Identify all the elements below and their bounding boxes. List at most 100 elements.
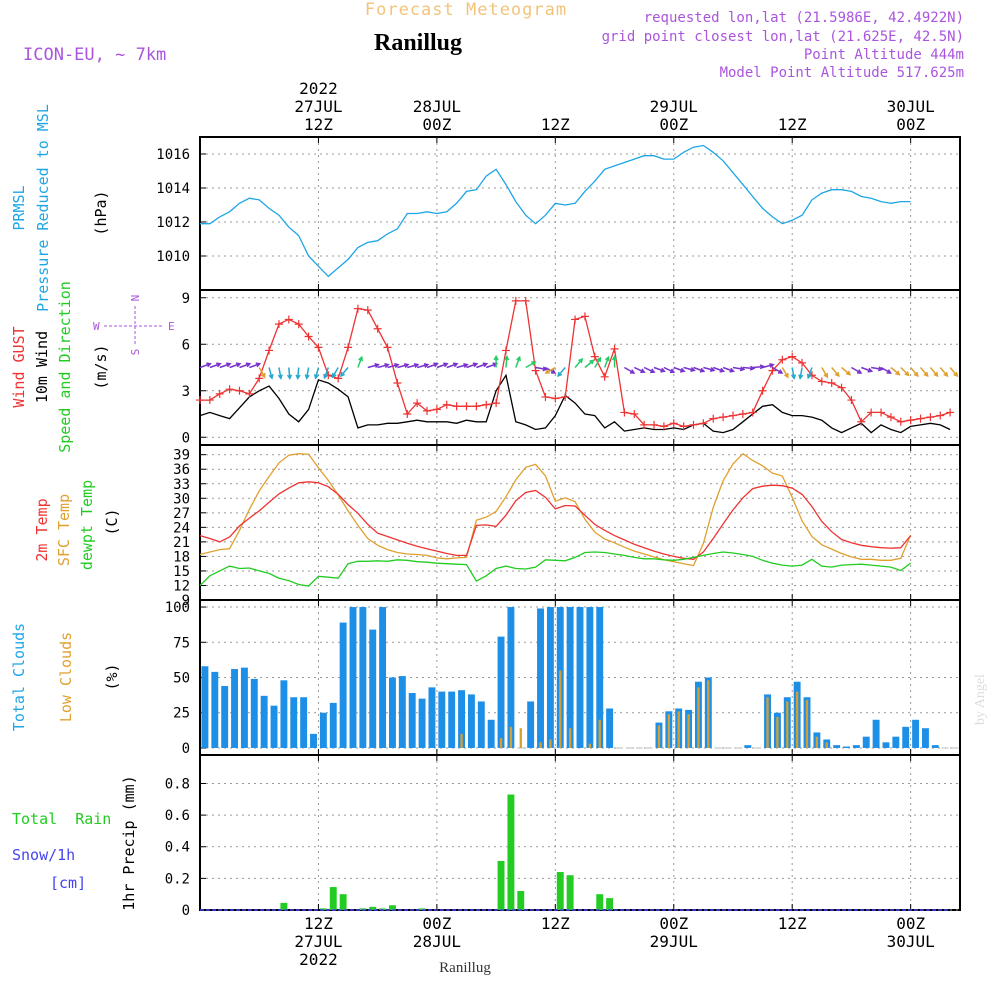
wind-direction-arrowhead — [304, 374, 310, 380]
wind-direction-arrow — [939, 367, 948, 377]
wind-direction-arrow — [258, 367, 266, 378]
wind-direction-arrowhead — [784, 373, 789, 379]
wind-direction-arrow — [278, 367, 282, 379]
total-clouds-bar — [458, 690, 466, 748]
wind-direction-arrow — [693, 366, 705, 372]
wind-direction-arrowhead — [403, 362, 410, 368]
gust-marker — [561, 392, 570, 401]
wind-direction-arrow — [624, 366, 635, 374]
gust-marker — [738, 410, 747, 418]
total-clouds-bar — [221, 685, 229, 748]
wind-direction-arrow — [239, 363, 251, 369]
gust-marker — [304, 332, 313, 341]
total-clouds-bar — [310, 733, 317, 748]
wind-direction-arrow — [900, 366, 910, 376]
total-clouds-bar — [250, 678, 258, 748]
wind-direction-arrow — [584, 359, 594, 369]
rain-bar — [339, 894, 347, 910]
low-clouds-bar — [687, 714, 690, 748]
precip-y-tick-label: 0.2 — [165, 871, 190, 887]
wind-direction-arrowhead — [589, 359, 595, 365]
total-clouds-bar — [438, 691, 446, 748]
low-clouds-bar — [568, 728, 572, 748]
wind-direction-arrowhead — [709, 367, 716, 373]
gust-marker — [334, 374, 343, 383]
rain-bar — [556, 872, 564, 910]
wind-direction-arrowhead — [358, 355, 364, 362]
precip-y-tick-label: 0 — [182, 903, 190, 919]
gust-marker — [798, 358, 807, 367]
gust-marker — [906, 416, 915, 425]
temperature-y-tick-label: 12 — [173, 578, 190, 594]
precip-y-tick-label: 0.8 — [165, 776, 190, 792]
wind-direction-arrow — [323, 367, 330, 379]
wind-direction-arrow — [305, 367, 310, 379]
rain-bar — [566, 875, 574, 910]
temperature-y-tick-label: 27 — [173, 506, 190, 522]
gust-marker — [363, 306, 372, 315]
precip-label-unit: 1hr Precip (mm) — [120, 775, 138, 910]
pressure-y-tick-label: 1010 — [156, 249, 190, 265]
total-clouds-bar — [912, 719, 920, 748]
time-label-top: 29JUL — [650, 97, 698, 116]
wind-direction-arrow — [762, 363, 774, 369]
temperature-panel-labels: 2m Temp SFC Temp dewpt Temp (C) — [33, 480, 121, 570]
wind-direction-arrow — [841, 366, 851, 376]
gust-marker — [235, 386, 244, 395]
wind-direction-arrow — [446, 363, 458, 369]
wind-direction-arrow — [332, 367, 339, 378]
clouds-panel: 0 25 50 75 100 — [165, 599, 961, 757]
total-clouds-bar — [290, 697, 298, 748]
wind-direction-arrowhead — [895, 370, 901, 376]
gust-marker — [284, 315, 293, 324]
wind-direction-arrowhead — [823, 373, 829, 379]
low-clouds-bar — [598, 719, 601, 748]
time-label-top: 12Z — [541, 115, 570, 134]
wind-label-unit: (m/s) — [92, 344, 110, 389]
gust-marker — [196, 396, 204, 405]
gust-marker — [482, 400, 491, 409]
total-clouds-bar — [389, 677, 396, 748]
wind-direction-arrowhead — [226, 362, 232, 368]
wind-y-tick-label: 6 — [182, 337, 190, 353]
wind-direction-arrow — [781, 367, 789, 378]
wind-direction-arrowhead — [255, 362, 262, 368]
wind-direction-arrowhead — [923, 371, 929, 378]
wind-direction-arrowhead — [669, 368, 676, 374]
gust-marker — [393, 379, 402, 387]
wind-direction-arrow — [673, 366, 685, 372]
low-clouds-bar — [549, 739, 552, 748]
gust-marker — [423, 406, 432, 415]
wind-y-tick-label: 9 — [182, 291, 190, 307]
time-label-bottom: 00Z — [659, 914, 688, 933]
gust-marker — [571, 315, 580, 324]
temperature-y-tick-label: 18 — [173, 549, 190, 565]
wind-direction-arrowhead — [777, 369, 784, 374]
wind-direction-arrowhead — [791, 374, 797, 380]
wind-direction-arrowhead — [650, 368, 656, 374]
time-label-bottom: 12Z — [541, 914, 570, 933]
wind-direction-arrowhead — [384, 362, 390, 368]
wind-direction-arrow — [880, 366, 891, 374]
clouds-panel-labels: Total Clouds Low Clouds (%) — [10, 623, 121, 731]
wind-direction-arrow — [703, 366, 715, 372]
wind-direction-arrowhead — [260, 373, 266, 379]
wind-direction-arrowhead — [542, 366, 548, 372]
wind-direction-arrowhead — [216, 362, 222, 368]
total-clouds-bar — [606, 708, 614, 748]
total-clouds-bar — [527, 701, 535, 748]
wind-direction-arrow — [535, 366, 547, 371]
wind-direction-arrowhead — [877, 366, 884, 372]
wind-direction-arrow — [209, 363, 221, 369]
wind-direction-arrow — [505, 356, 508, 368]
gust-marker — [679, 422, 688, 431]
wind-direction-arrowhead — [235, 362, 242, 368]
pressure-y-tick-label: 1016 — [156, 147, 190, 163]
wind-direction-arrow — [712, 366, 724, 372]
gust-marker — [383, 343, 392, 352]
total-clouds-bar — [319, 712, 327, 748]
wind-direction-arrow — [861, 366, 872, 372]
wind-direction-arrowhead — [856, 369, 863, 374]
precip-label-snow-unit: [cm] — [50, 874, 86, 892]
wind-y-tick-label: 0 — [182, 430, 190, 446]
